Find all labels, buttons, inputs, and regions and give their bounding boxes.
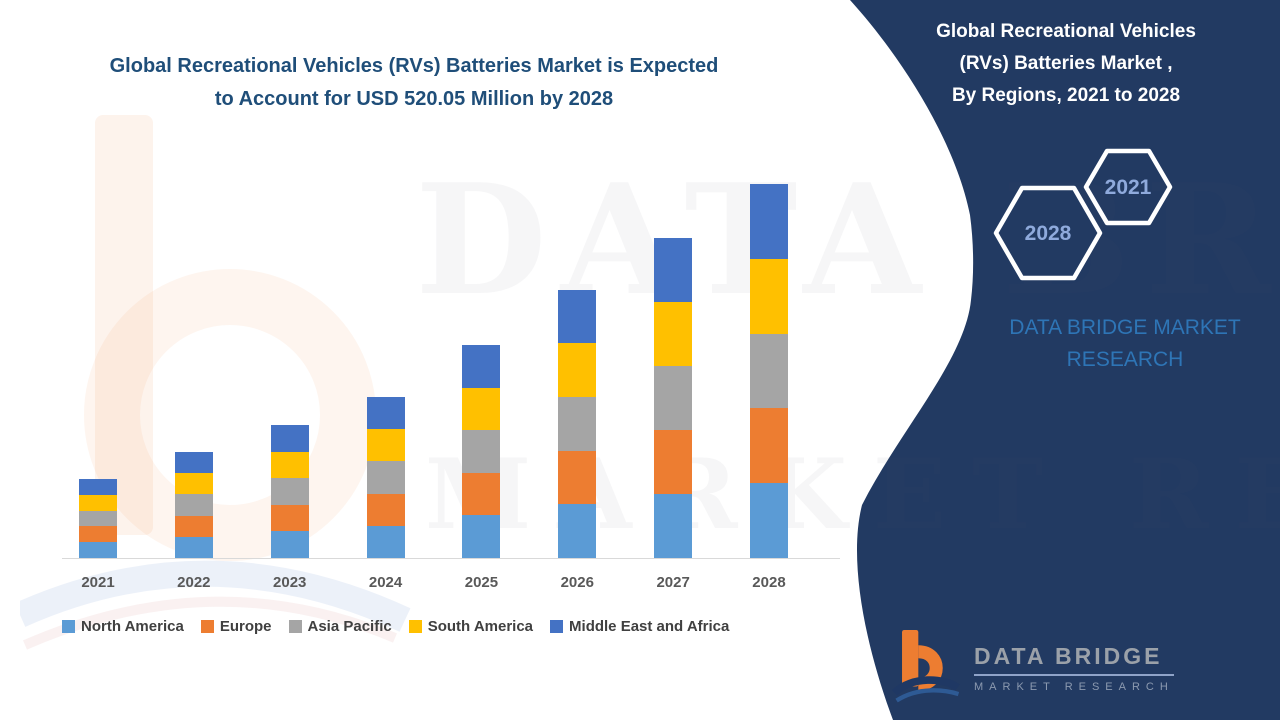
bar-2026 (558, 289, 597, 558)
page-title-line2: to Account for USD 520.05 Million by 202… (214, 88, 614, 110)
legend-item-europe: Europe (200, 618, 272, 635)
bar-segment-europe (654, 430, 693, 494)
x-tick-2022: 2022 (177, 574, 211, 591)
chart-plot-area (62, 184, 840, 559)
bar-segment-asia-pacific (749, 333, 788, 409)
hexagon-2028: 2028 (993, 185, 1103, 281)
hexagon-2021-label: 2021 (1105, 176, 1152, 199)
bar-segment-europe (270, 504, 309, 532)
x-tick-2027: 2027 (656, 574, 690, 591)
bar-segment-south-america (270, 451, 309, 479)
bar-2022 (174, 451, 213, 558)
year-hexagons: 2021 2028 (993, 148, 1173, 281)
bar-segment-middle-east-and-africa (462, 345, 501, 388)
bar-segment-middle-east-and-africa (174, 451, 213, 474)
legend-item-south-america: South America (408, 618, 534, 635)
bar-segment-south-america (749, 258, 788, 334)
bar-segment-north-america (749, 483, 788, 558)
legend-item-north-america: North America (62, 618, 184, 635)
bar-segment-middle-east-and-africa (270, 425, 309, 452)
bar-segment-south-america (654, 302, 693, 366)
bar-segment-south-america (366, 429, 405, 462)
x-tick-2021: 2021 (81, 574, 115, 591)
bar-segment-asia-pacific (79, 510, 117, 527)
page-title: Global Recreational Vehicles (RVs) Batte… (30, 50, 798, 116)
legend-swatch (62, 620, 75, 633)
bar-segment-south-america (174, 473, 213, 495)
legend-item-asia-pacific: Asia Pacific (288, 618, 392, 635)
sidebar-brand-line2: RESEARCH (1066, 348, 1184, 371)
legend-swatch (288, 620, 302, 633)
legend-swatch (550, 620, 564, 633)
bar-2023 (270, 425, 309, 558)
legend-label: North America (81, 618, 184, 635)
bar-segment-north-america (366, 525, 405, 558)
bar-2024 (366, 396, 405, 558)
bar-segment-asia-pacific (174, 494, 213, 516)
bar-segment-south-america (462, 387, 501, 431)
sidebar-title-line2: (RVs) Batteries Market , (959, 53, 1173, 74)
bar-segment-middle-east-and-africa (558, 289, 597, 344)
bar-2025 (462, 345, 501, 558)
bar-segment-north-america (558, 504, 597, 558)
bar-segment-middle-east-and-africa (79, 478, 117, 495)
legend-label: Europe (219, 618, 272, 635)
bar-segment-asia-pacific (270, 478, 309, 505)
legend-label: Asia Pacific (307, 618, 392, 635)
bar-segment-north-america (462, 515, 501, 558)
bar-segment-south-america (79, 494, 117, 511)
bar-segment-asia-pacific (462, 430, 501, 473)
bar-segment-asia-pacific (366, 461, 405, 494)
page-title-line1: Global Recreational Vehicles (RVs) Batte… (109, 55, 719, 77)
x-axis-labels: 2021 2022 2023 2024 2025 2026 2027 2028 (62, 574, 840, 596)
chart-legend: North America Europe Asia Pacific South Ame… (62, 618, 746, 635)
bar-segment-middle-east-and-africa (654, 238, 693, 302)
legend-swatch (200, 620, 214, 633)
dbmr-logo-tagline: MARKET RESEARCH (974, 681, 1174, 693)
sidebar-brand-line1: DATA BRIDGE MARKET (1009, 316, 1241, 339)
sidebar-title: Global Recreational Vehicles (RVs) Batte… (880, 16, 1252, 112)
bar-segment-asia-pacific (654, 366, 693, 430)
dbmr-logo-name: DATA BRIDGE (974, 643, 1174, 676)
x-tick-2023: 2023 (273, 574, 307, 591)
bar-segment-middle-east-and-africa (749, 184, 788, 259)
bar-2027 (654, 238, 693, 558)
bar-segment-north-america (654, 494, 693, 558)
legend-label: Middle East and Africa (569, 618, 730, 635)
dbmr-logo-watermark (20, 115, 411, 650)
bar-2028 (749, 184, 788, 558)
hexagon-2028-label: 2028 (1025, 222, 1072, 245)
sidebar-brand-text: DATA BRIDGE MARKET RESEARCH (955, 312, 1280, 376)
bar-segment-asia-pacific (558, 397, 597, 451)
bar-segment-europe (366, 493, 405, 526)
dbmr-b-icon (891, 630, 960, 703)
bar-segment-middle-east-and-africa (366, 396, 405, 430)
bar-2021 (79, 478, 117, 558)
sidebar-title-line3: By Regions, 2021 to 2028 (951, 85, 1181, 106)
bar-segment-europe (749, 408, 788, 484)
bar-segment-europe (462, 472, 501, 516)
x-tick-2025: 2025 (464, 574, 499, 591)
x-tick-2026: 2026 (560, 574, 594, 591)
legend-item-middle-east-and-africa: Middle East and Africa (550, 618, 729, 635)
x-tick-2028: 2028 (752, 574, 786, 591)
bar-segment-north-america (270, 531, 309, 558)
x-tick-2024: 2024 (368, 574, 403, 591)
bar-segment-north-america (174, 536, 213, 558)
dbmr-logo: DATA BRIDGE MARKET RESEARCH (890, 630, 1190, 706)
bar-segment-europe (79, 526, 117, 543)
sidebar-title-line1: Global Recreational Vehicles (936, 21, 1196, 42)
legend-label: South America (427, 618, 534, 635)
hexagon-2021: 2021 (1083, 148, 1173, 226)
legend-swatch (408, 620, 422, 633)
bar-segment-europe (558, 450, 597, 505)
bar-segment-europe (174, 515, 213, 537)
bar-segment-north-america (79, 542, 117, 558)
bar-segment-south-america (558, 343, 597, 398)
